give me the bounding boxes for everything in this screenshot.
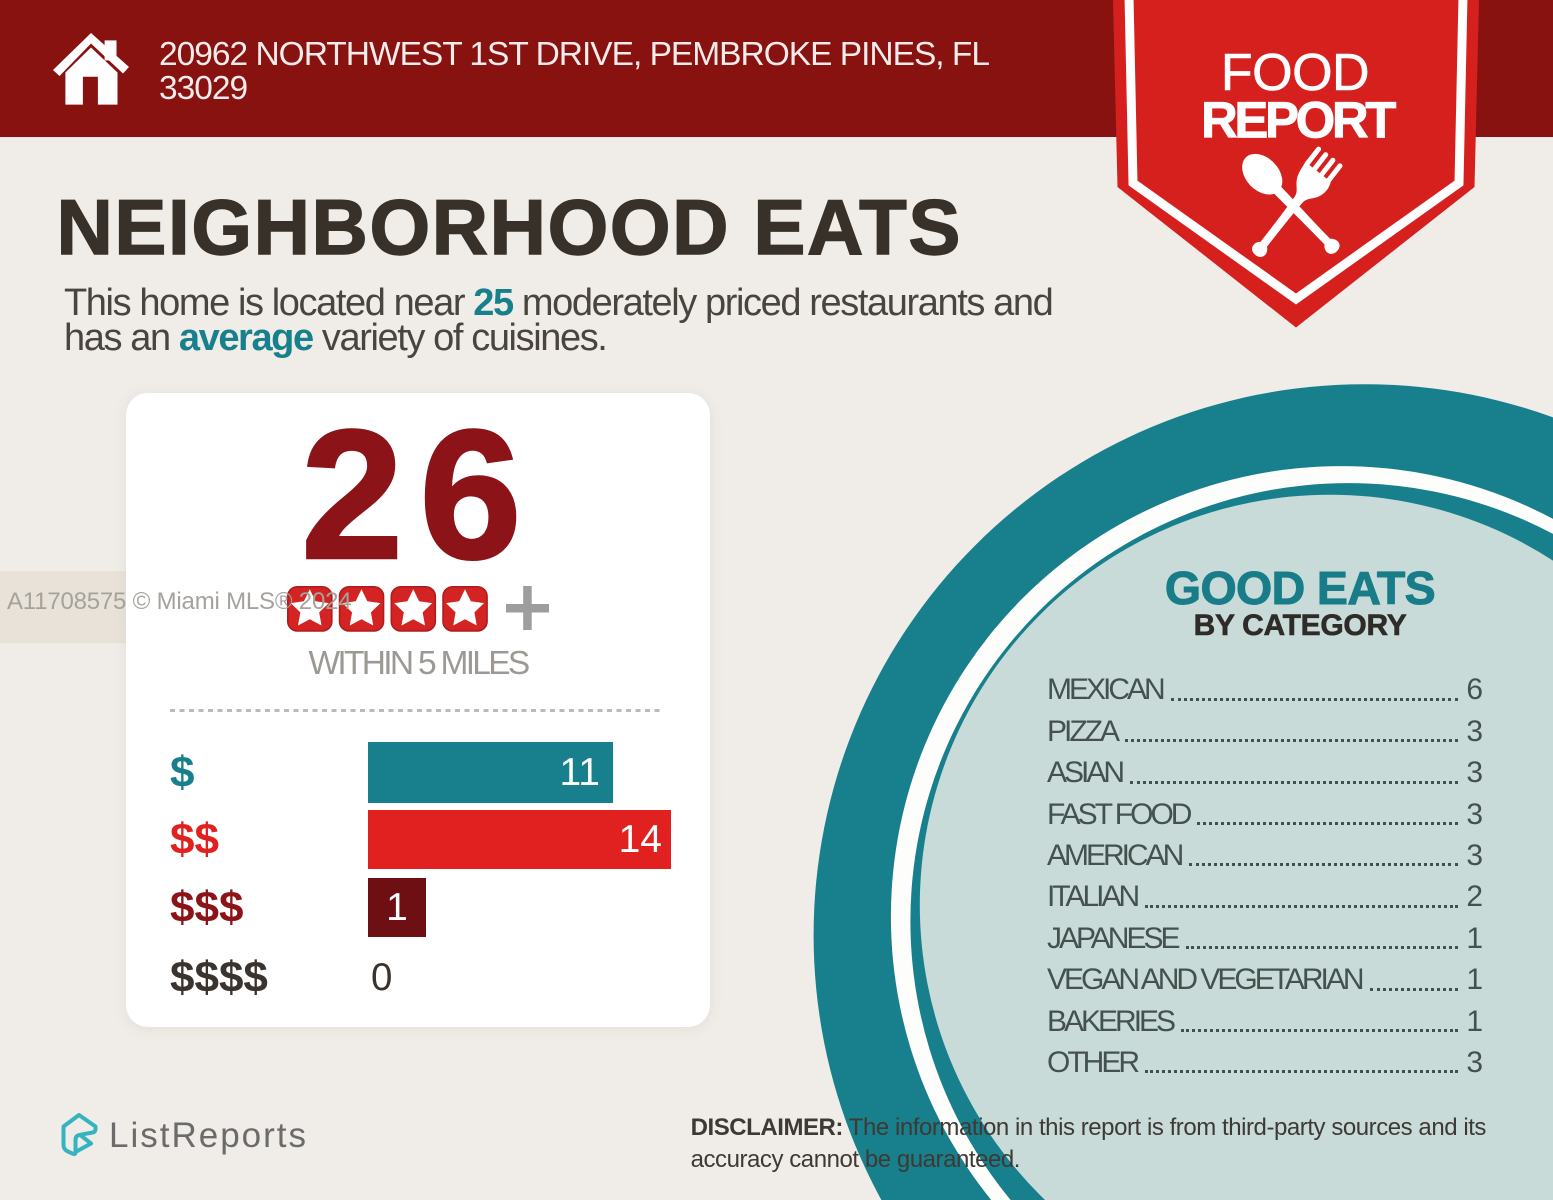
svg-text:REPORT: REPORT [1201, 91, 1396, 148]
svg-text:FOOD: FOOD [1221, 44, 1369, 102]
